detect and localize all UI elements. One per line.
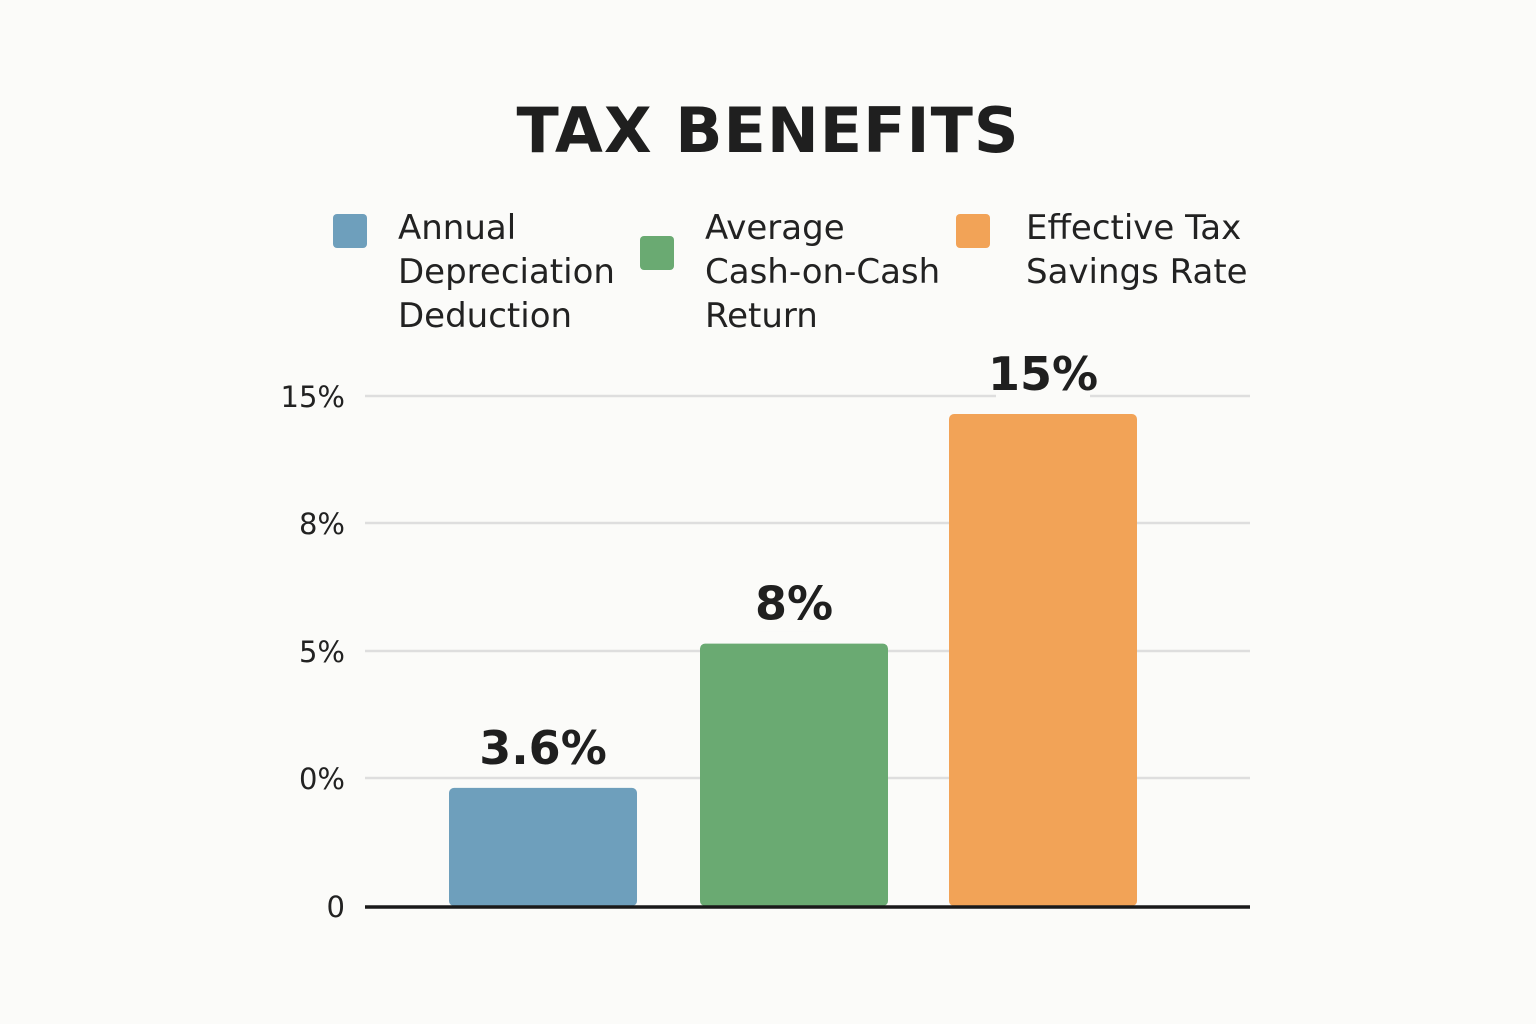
y-tick-label: 0% [299,762,345,796]
data-label-background [996,350,1090,402]
data-label: 8% [755,577,833,631]
y-tick-label: 8% [299,507,345,541]
legend-item-depreciation: Annual Depreciation Deduction [333,206,615,338]
legend-swatch-depreciation [333,214,367,248]
legend-item-tax-savings: Effective Tax Savings Rate [956,206,1248,294]
legend-label-cash-return: Average Cash-on-Cash Return [705,208,941,336]
data-label: 3.6% [479,721,607,775]
y-tick-label: 5% [299,635,345,669]
bar [449,787,637,906]
data-label-background [483,723,603,776]
y-tick-label: 0 [327,890,345,924]
data-label-background [760,579,828,632]
legend-label-tax-savings: Effective Tax Savings Rate [1026,208,1248,292]
legend-swatch-cash-return [640,236,674,270]
y-tick-label: 15% [281,380,345,414]
bar [949,414,1137,906]
chart-title: TAX BENEFITS [516,94,1020,167]
legend-swatch-tax-savings [956,214,990,248]
legend-item-cash-return: Average Cash-on-Cash Return [640,206,940,338]
data-label: 15% [988,347,1098,401]
legend-label-depreciation: Annual Depreciation Deduction [398,208,615,336]
bar [700,643,888,906]
